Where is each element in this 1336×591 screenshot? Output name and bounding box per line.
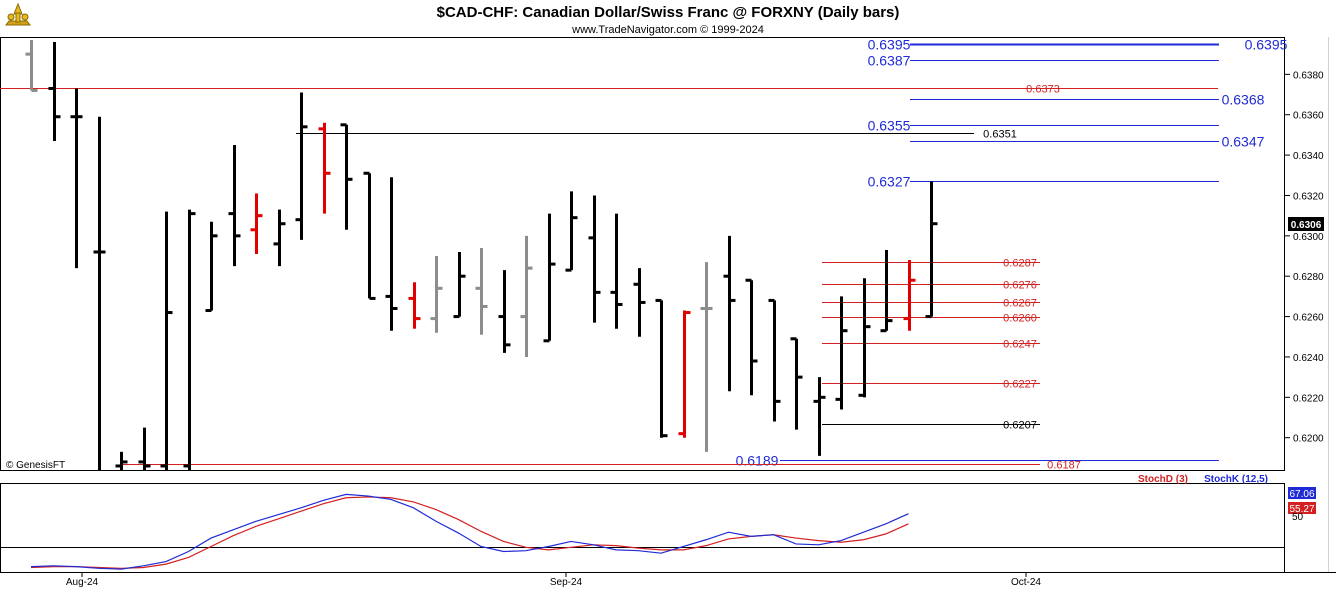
ohlc-bar: [453, 251, 466, 319]
x-tick-label: Oct-24: [1011, 577, 1041, 588]
ohlc-bar: [340, 123, 353, 230]
y-tick-label: 0.6300: [1293, 232, 1324, 243]
stochd-legend: StochD (3): [1138, 474, 1188, 485]
ohlc-bar: [205, 221, 218, 313]
logo-icon: [5, 2, 31, 26]
price-level-label: 0.6355: [868, 118, 911, 134]
ohlc-bar: [520, 235, 533, 357]
ohlc-bar: [228, 144, 241, 267]
ohlc-bar: [880, 249, 893, 333]
ohlc-bar: [633, 268, 646, 337]
price-level-label: 0.6276: [1003, 280, 1037, 292]
y-tick-label: 0.6340: [1293, 151, 1324, 162]
price-level-label: 0.6327: [868, 174, 911, 190]
price-level-label: 0.6189: [736, 453, 779, 469]
ohlc-bar: [858, 278, 871, 398]
ohlc-bar: [565, 191, 578, 272]
price-level-label: 0.6287: [1003, 258, 1037, 270]
x-tick-label: Aug-24: [66, 577, 99, 588]
price-levels: 0.63950.63950.63870.63730.63680.63550.63…: [0, 37, 1288, 472]
price-level-label: 0.6387: [868, 53, 911, 69]
ohlc-bar: [25, 40, 38, 92]
stochk-value-tag: [1288, 487, 1316, 499]
ohlc-bar: [678, 310, 691, 438]
stoch-ref-label: 50: [1292, 512, 1304, 523]
copyright-label: © GenesisFT: [6, 460, 65, 471]
ohlc-bar: [70, 88, 83, 269]
ohlc-bar: [925, 181, 938, 319]
ohlc-bar: [903, 260, 916, 331]
ohlc-bar: [790, 337, 803, 430]
ohlc-bar: [93, 116, 106, 470]
stochastic-lines: [30, 493, 909, 570]
ohlc-bar: [745, 278, 758, 396]
x-tick-label: Sep-24: [550, 577, 583, 588]
ohlc-bar: [543, 213, 556, 343]
price-level-label: 0.6207: [1003, 420, 1037, 432]
y-tick-label: 0.6260: [1293, 313, 1324, 324]
ohlc-bar: [723, 235, 736, 392]
ohlc-bar: [138, 427, 151, 470]
y-tick-label: 0.6240: [1293, 353, 1324, 364]
price-level-label: 0.6267: [1003, 298, 1037, 310]
ohlc-bar: [700, 262, 713, 452]
ohlc-bar: [610, 213, 623, 329]
price-level-label: 0.6395: [1245, 37, 1288, 53]
y-axis-ticks: 0.6380 0.6360 0.6340 0.6320 0.6300 0.6280 0.62…: [1285, 70, 1324, 445]
price-level-label: 0.6247: [1003, 339, 1037, 351]
price-level-label: 0.6187: [1047, 460, 1081, 472]
ohlc-bar: [408, 282, 421, 329]
ohlc-bar: [498, 270, 511, 353]
ohlc-bar: [160, 211, 173, 470]
ohlc-bar: [813, 377, 826, 456]
ohlc-bar: [273, 209, 286, 267]
price-bars: [25, 40, 938, 470]
stochk-value: 67.06: [1289, 489, 1314, 500]
price-level-label: 0.6227: [1003, 379, 1037, 391]
price-level-label: 0.6373: [1026, 84, 1060, 96]
ohlc-bar: [430, 256, 443, 333]
stochd-value-tag: [1288, 502, 1316, 514]
ohlc-bar: [48, 42, 61, 141]
y-tick-label: 0.6380: [1293, 70, 1324, 81]
stochk-line: [30, 493, 909, 570]
stochd-value: 55.27: [1289, 504, 1314, 515]
y-tick-label: 0.6360: [1293, 111, 1324, 122]
price-level-label: 0.6368: [1222, 92, 1265, 108]
ohlc-bar: [318, 122, 331, 214]
ohlc-bar: [475, 247, 488, 335]
price-level-label: 0.6395: [868, 37, 911, 53]
stochk-legend: StochK (12,5): [1204, 474, 1268, 485]
price-level-label: 0.6347: [1222, 134, 1265, 150]
ohlc-bar: [385, 177, 398, 331]
price-panel: [0, 37, 1285, 471]
ohlc-bar: [588, 195, 601, 323]
last-price-tag: [1288, 217, 1324, 231]
ohlc-bar: [363, 171, 376, 300]
ohlc-bar: [655, 298, 668, 438]
y-tick-label: 0.6320: [1293, 191, 1324, 202]
ohlc-bar: [250, 193, 263, 254]
stoch-panel: [0, 483, 1285, 573]
last-price-label: 0.6306: [1291, 220, 1322, 231]
price-level-label: 0.6351: [983, 129, 1017, 141]
x-axis-ticks: Aug-24 Sep-24 Oct-24: [66, 572, 1041, 588]
chart-subtitle: www.TradeNavigator.com © 1999-2024: [571, 24, 764, 36]
ohlc-bar: [115, 451, 128, 470]
ohlc-bar: [768, 298, 781, 422]
y-tick-label: 0.6220: [1293, 393, 1324, 404]
y-tick-label: 0.6200: [1293, 434, 1324, 445]
price-level-label: 0.6260: [1003, 313, 1037, 325]
ohlc-bar: [835, 296, 848, 410]
ohlc-bar: [295, 92, 308, 240]
chart-title: $CAD-CHF: Canadian Dollar/Swiss Franc @ …: [437, 4, 900, 21]
ohlc-bar: [183, 209, 196, 470]
y-tick-label: 0.6280: [1293, 272, 1324, 283]
